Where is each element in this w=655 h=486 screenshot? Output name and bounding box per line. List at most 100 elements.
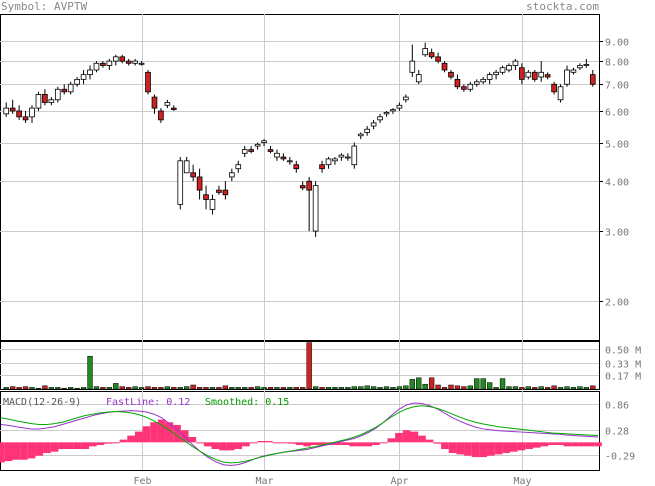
macd-histogram-bar (272, 442, 281, 444)
volume-bar (345, 387, 351, 390)
price-tick-label: 5.00 (605, 140, 629, 151)
candle-body (493, 71, 499, 76)
volume-bar (216, 387, 222, 390)
macd-histogram-bar (318, 442, 327, 446)
volume-bar (74, 387, 80, 390)
candle-body (351, 145, 358, 166)
macd-histogram-bar (89, 442, 97, 447)
macd-histogram-bar (578, 442, 587, 447)
macd-histogram-bar (203, 442, 212, 447)
volume-tick-label: 0.33 M (605, 360, 641, 371)
candle-body (396, 104, 403, 109)
candle-body (100, 62, 106, 66)
volume-bar (319, 387, 325, 390)
macd-histogram-bar (50, 442, 59, 452)
candle-body (9, 107, 16, 112)
candle-body (138, 62, 145, 65)
volume-bar (10, 386, 16, 390)
volume-bar (242, 387, 248, 390)
macd-histogram-bar (402, 430, 411, 443)
macd-histogram-bar (0, 442, 5, 463)
macd-histogram-bar (456, 442, 465, 455)
macd-histogram-bar (517, 442, 526, 451)
volume-bar (196, 387, 203, 390)
candle-body (390, 109, 396, 112)
volume-bar (177, 387, 183, 390)
candle-body (461, 86, 467, 90)
candle-body (557, 86, 564, 101)
volume-bar (332, 387, 338, 390)
candle-body (364, 128, 370, 133)
macd-histogram-bar (27, 442, 36, 459)
macd-histogram-bar (525, 442, 533, 450)
volume-bar (29, 387, 35, 390)
volume-bar (100, 387, 106, 390)
volume-bar (448, 384, 454, 390)
macd-histogram-bar (265, 440, 273, 443)
volume-bar (209, 387, 216, 390)
volume-bar (93, 386, 100, 390)
macd-histogram-bar (96, 442, 105, 446)
symbol-label: Symbol: AVPTW (1, 0, 88, 13)
candle-body (93, 62, 100, 71)
macd-histogram-bar (418, 435, 426, 443)
volume-bar (570, 387, 577, 390)
candle-body (570, 69, 577, 73)
candle-body (177, 160, 184, 205)
candle-body (454, 78, 461, 88)
candle-body (3, 107, 10, 115)
volume-bar (461, 386, 467, 390)
macd-histogram-bar (410, 431, 419, 443)
macd-histogram-bar (249, 442, 258, 444)
price-tick-label: 4.00 (605, 178, 629, 189)
volume-bar (486, 382, 493, 390)
macd-fastline-legend: FastLine: 0.12 (106, 397, 191, 408)
macd-histogram-bar (20, 442, 28, 460)
macd-histogram-bar (142, 426, 151, 443)
candle-body (183, 160, 190, 174)
macd-histogram-bar (188, 436, 197, 443)
candle-body (158, 110, 164, 121)
volume-bar (351, 386, 357, 390)
candle-body (274, 152, 280, 158)
macd-histogram-bar (127, 435, 135, 443)
volume-bar (306, 342, 312, 390)
volume-bar (590, 385, 596, 390)
candle-body (415, 74, 422, 83)
candle-body (589, 74, 596, 85)
macd-histogram-bar (586, 442, 595, 447)
candle-body (248, 149, 254, 152)
volume-bar (22, 386, 29, 390)
volume-bar (467, 385, 473, 390)
macd-histogram-bar (464, 442, 472, 456)
candle-body (564, 69, 570, 85)
volume-bar (48, 387, 55, 390)
candle-body (29, 107, 35, 118)
candle-body (312, 185, 319, 232)
candle-body (370, 122, 377, 127)
volume-bar (138, 387, 145, 390)
candle-body (293, 164, 300, 170)
macd-histogram-bar (387, 438, 396, 443)
volume-bar (293, 387, 299, 390)
volume-bar (158, 387, 164, 390)
volume-bar (3, 387, 9, 390)
volume-bar (577, 386, 583, 390)
macd-histogram-bar (81, 442, 90, 450)
macd-histogram-bar (58, 442, 67, 450)
candle-body (519, 67, 525, 80)
candle-body (48, 99, 55, 103)
volume-bar (474, 378, 480, 390)
candle-body (261, 140, 267, 143)
macd-histogram-bar (594, 442, 602, 447)
candle-body (229, 172, 235, 178)
volume-bar (377, 387, 383, 390)
macd-title: MACD(12-26-9) (3, 397, 82, 408)
volume-bar (358, 386, 364, 390)
macd-tick-label: 0.86 (605, 401, 629, 412)
candle-body (486, 74, 493, 80)
macd-histogram-bar (494, 442, 503, 455)
macd-histogram-bar (356, 442, 365, 447)
macd-histogram-bar (119, 439, 128, 443)
macd-histogram-bar (234, 442, 243, 450)
